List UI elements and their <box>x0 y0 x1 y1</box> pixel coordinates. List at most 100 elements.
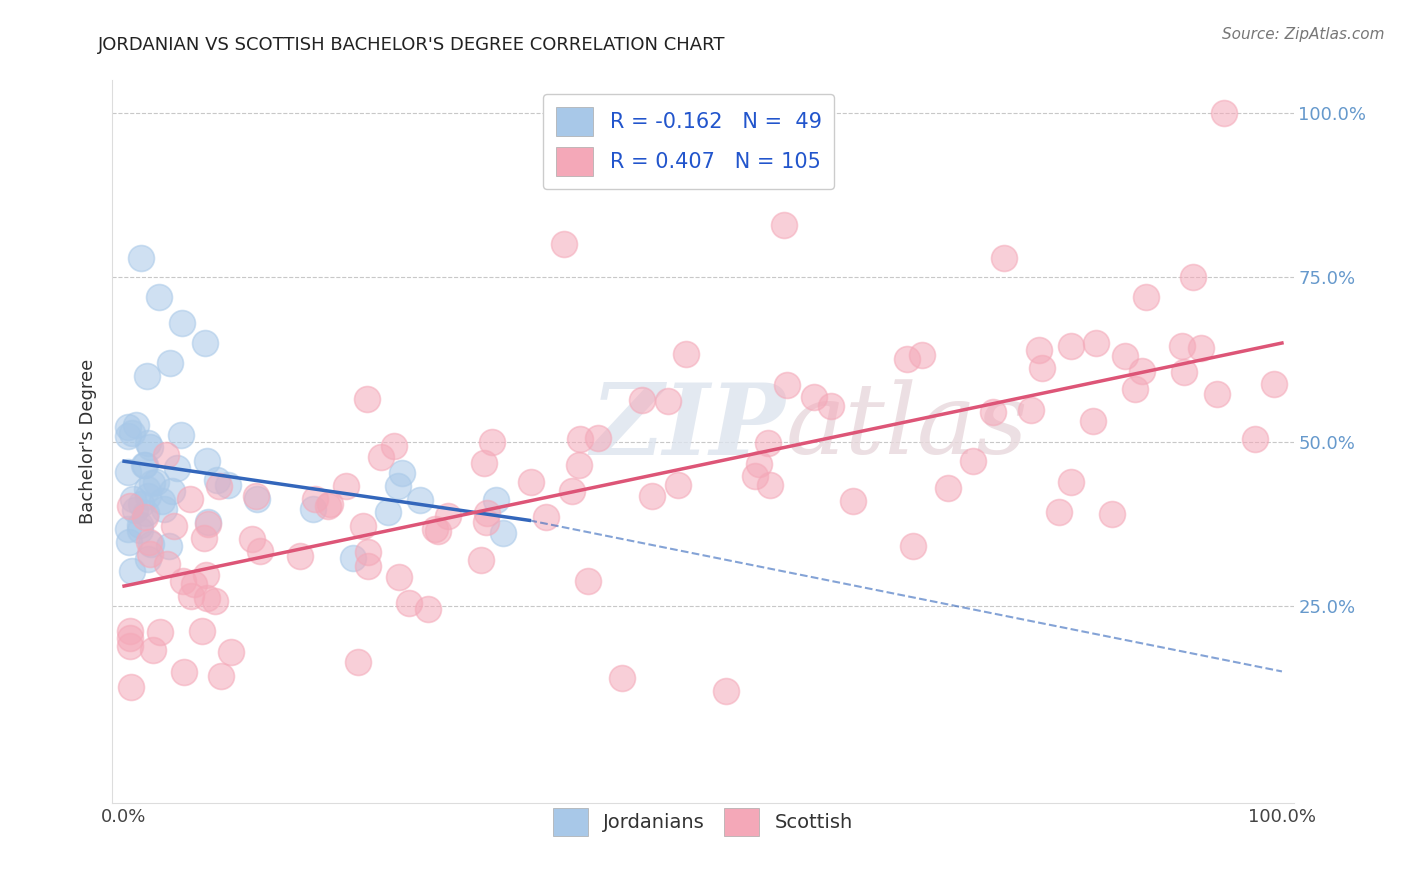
Point <box>145 475 167 489</box>
Point <box>820 400 842 414</box>
Point <box>1047 505 1070 519</box>
Point <box>485 493 508 508</box>
Point <box>135 506 157 520</box>
Point <box>304 491 326 506</box>
Point <box>117 465 139 479</box>
Point <box>194 336 217 351</box>
Point <box>132 458 155 472</box>
Point <box>134 510 156 524</box>
Point <box>841 494 863 508</box>
Point <box>138 535 160 549</box>
Point <box>136 489 159 503</box>
Point <box>128 523 150 537</box>
Point <box>139 440 162 454</box>
Point <box>319 497 342 511</box>
Point <box>117 429 139 443</box>
Point <box>936 481 959 495</box>
Point <box>1114 349 1136 363</box>
Text: JORDANIAN VS SCOTTISH BACHELOR'S DEGREE CORRELATION CHART: JORDANIAN VS SCOTTISH BACHELOR'S DEGREE … <box>98 36 725 54</box>
Point <box>179 492 201 507</box>
Point <box>356 392 378 407</box>
Point <box>148 290 170 304</box>
Point <box>475 516 498 530</box>
Point <box>208 479 231 493</box>
Point <box>136 436 159 450</box>
Point <box>118 499 141 513</box>
Point <box>162 483 184 498</box>
Point <box>1028 343 1050 357</box>
Point <box>195 454 218 468</box>
Point <box>117 522 139 536</box>
Point <box>586 431 609 445</box>
Point <box>156 558 179 572</box>
Point <box>773 218 796 232</box>
Point <box>425 522 447 536</box>
Point <box>139 537 162 551</box>
Point <box>136 368 159 383</box>
Point <box>903 539 925 553</box>
Point <box>124 503 146 517</box>
Point <box>172 574 194 589</box>
Point <box>197 515 219 529</box>
Point <box>472 456 495 470</box>
Point <box>190 624 212 638</box>
Point <box>301 501 323 516</box>
Point <box>657 393 679 408</box>
Point <box>475 506 498 520</box>
Point <box>142 643 165 657</box>
Point <box>391 467 413 481</box>
Point <box>759 478 782 492</box>
Point <box>117 420 139 434</box>
Point <box>245 489 267 503</box>
Point <box>335 479 357 493</box>
Point <box>197 516 219 531</box>
Point <box>125 417 148 432</box>
Point <box>139 547 162 561</box>
Point <box>631 393 654 408</box>
Point <box>288 549 311 564</box>
Point <box>357 545 380 559</box>
Point <box>962 454 984 468</box>
Point <box>352 519 374 533</box>
Point <box>387 479 409 493</box>
Point <box>157 539 180 553</box>
Point <box>1171 339 1194 353</box>
Point <box>561 483 583 498</box>
Point <box>492 525 515 540</box>
Point <box>170 316 193 330</box>
Point <box>1181 270 1204 285</box>
Point <box>1101 507 1123 521</box>
Point <box>675 347 697 361</box>
Point <box>1059 338 1081 352</box>
Point <box>756 436 779 450</box>
Point <box>121 564 143 578</box>
Point <box>193 531 215 545</box>
Point <box>246 492 269 507</box>
Point <box>382 439 405 453</box>
Point <box>1081 414 1104 428</box>
Point <box>536 510 558 524</box>
Point <box>610 671 633 685</box>
Point <box>1059 475 1081 489</box>
Point <box>347 655 370 669</box>
Point <box>1205 387 1227 401</box>
Point <box>131 251 153 265</box>
Point <box>129 497 152 511</box>
Point <box>1084 336 1107 351</box>
Point <box>1189 341 1212 355</box>
Point <box>426 524 449 538</box>
Point <box>118 624 141 638</box>
Point <box>1019 403 1042 417</box>
Point <box>155 448 177 462</box>
Point <box>641 489 664 503</box>
Point <box>342 551 364 566</box>
Point <box>1213 106 1236 120</box>
Point <box>436 508 458 523</box>
Point <box>166 460 188 475</box>
Point <box>576 574 599 588</box>
Point <box>388 570 411 584</box>
Y-axis label: Bachelor's Degree: Bachelor's Degree <box>79 359 97 524</box>
Point <box>775 378 797 392</box>
Point <box>981 405 1004 419</box>
Point <box>217 478 239 492</box>
